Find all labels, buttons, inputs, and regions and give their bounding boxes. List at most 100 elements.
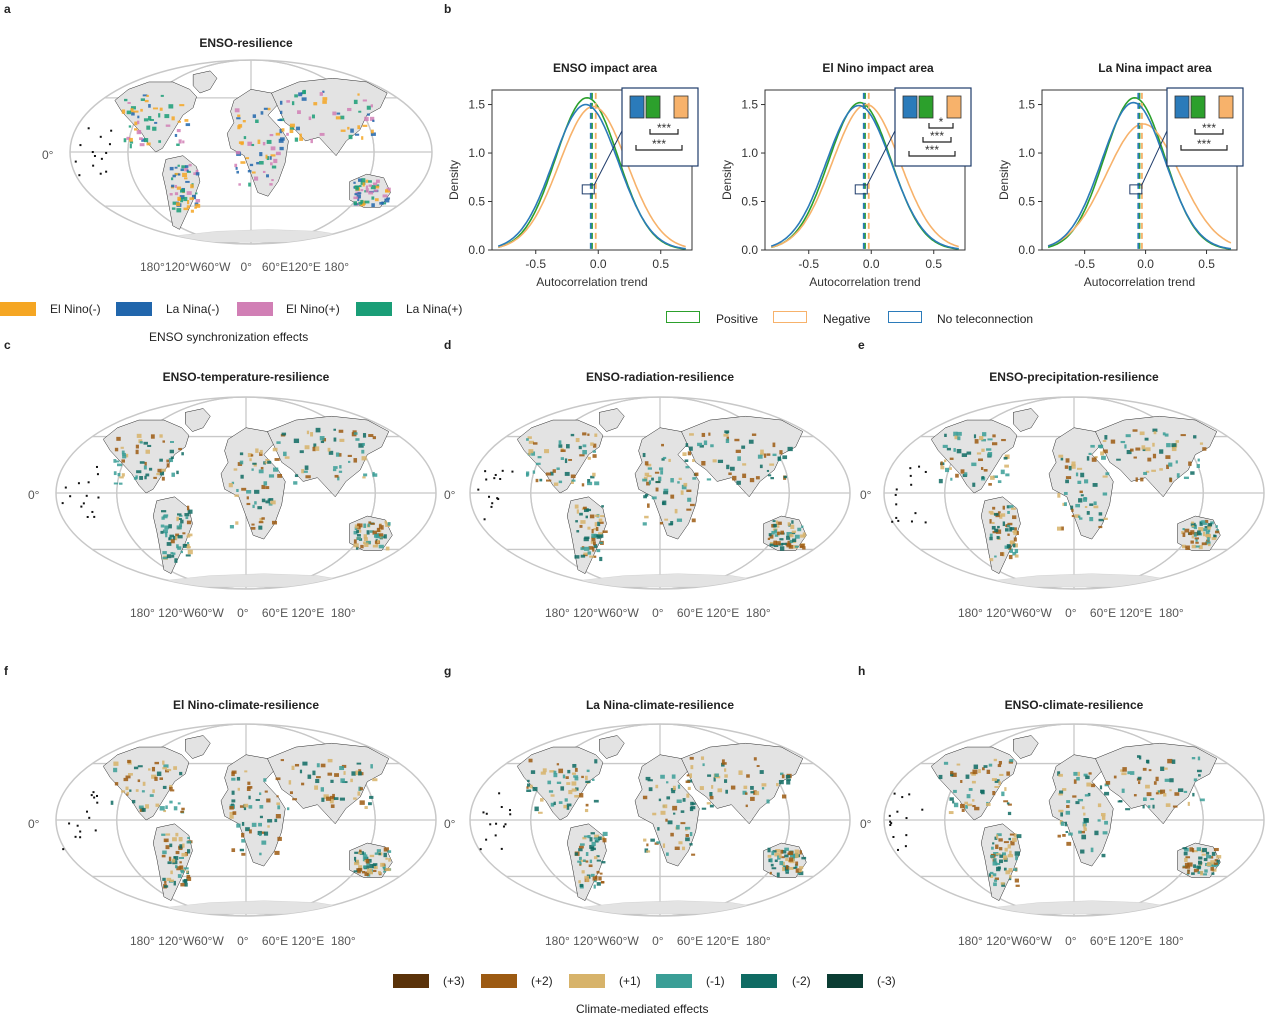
inset-bar-no-teleconnection [1174,95,1190,119]
pixel-mark [664,518,669,521]
pixel-mark [1010,527,1015,531]
pixel-mark [591,778,595,781]
pixel-mark [692,459,695,463]
pixel-mark [159,806,165,811]
pixel-mark [310,138,313,144]
island [92,791,95,794]
pixel-mark [682,798,686,802]
pixel-mark [598,534,604,538]
pixel-mark [177,173,181,176]
pixel-mark [993,513,999,516]
pixel-mark [242,119,246,123]
pixel-mark [785,865,789,870]
graticule-lon [530,397,790,589]
pixel-mark [144,475,147,480]
pixel-mark [1195,541,1199,544]
pixel-mark [1192,792,1195,797]
climate-swatch-3 [656,974,692,988]
pixel-mark [1195,545,1200,548]
pixel-mark [972,482,976,487]
pixel-mark [571,479,576,482]
pixel-mark [993,879,998,882]
pixel-mark [385,546,390,551]
pixel-mark [125,786,129,790]
pixel-mark [1006,524,1011,528]
inset-bar-negative [946,95,962,119]
pixel-mark [697,442,703,447]
pixel-mark [769,541,775,545]
pixel-mark [574,555,580,559]
pixel-mark [1176,473,1180,478]
pixel-mark [174,184,178,188]
pixel-mark [572,763,577,768]
pixel-mark [1197,871,1203,874]
continent [681,416,802,497]
pixel-mark [992,442,998,446]
pixel-mark [1008,760,1014,764]
pixel-mark [335,452,340,457]
pixel-mark [159,458,163,462]
pixel-mark [742,473,747,479]
pixel-mark [180,810,184,813]
pixel-mark [1012,515,1017,520]
pixel-mark [175,533,180,537]
pixel-mark [267,825,270,828]
pixel-mark [291,765,295,770]
pixel-mark [787,446,793,452]
pixel-mark [246,502,251,506]
pixel-mark [682,452,687,456]
pixel-mark [587,835,591,839]
pixel-mark [655,784,659,789]
sync-label-1: La Nina(-) [166,302,220,316]
pixel-mark [274,458,280,461]
pixel-mark [128,125,132,128]
pixel-mark [174,865,178,869]
pixel-mark [526,786,529,789]
lat-label-h: 0° [860,817,872,831]
pixel-mark [593,799,599,803]
pixel-mark [1002,521,1006,527]
pixel-mark [321,797,325,802]
pixel-mark [706,802,711,805]
pixel-mark [964,801,969,805]
pixel-mark [369,854,375,858]
pixel-mark [601,861,606,864]
pixel-mark [113,471,117,476]
pixel-mark [323,794,329,799]
pixel-mark [176,129,181,133]
pixel-mark [236,170,239,174]
pixel-mark [372,530,378,535]
pixel-mark [246,496,249,500]
pixel-mark [579,863,582,866]
pixel-mark [353,797,357,800]
pixel-mark [357,125,361,130]
island [904,845,907,848]
pixel-mark [361,136,364,140]
pixel-mark [385,867,391,872]
pixel-mark [1090,783,1096,788]
pixel-mark [556,763,560,766]
pixel-mark [135,444,139,449]
pixel-mark [154,776,158,781]
pixel-mark [265,458,270,462]
pixel-mark [773,544,779,548]
pixel-mark [537,456,542,459]
pixel-mark [322,90,325,93]
island [497,498,500,501]
pixel-mark [1099,785,1103,790]
pixel-mark [362,442,365,446]
pixel-mark [673,812,676,815]
pixel-mark [1009,548,1013,553]
pixel-mark [179,523,183,528]
pixel-mark [1081,806,1085,810]
pixel-mark [241,832,245,838]
pixel-mark [294,137,299,142]
pixel-mark [1152,453,1157,459]
pixel-mark [387,522,391,526]
pixel-mark [1142,805,1145,809]
pixel-mark [279,110,283,115]
pixel-mark [185,554,191,557]
pixel-mark [689,433,694,436]
pixel-mark [1001,791,1005,797]
pixel-mark [169,789,175,792]
